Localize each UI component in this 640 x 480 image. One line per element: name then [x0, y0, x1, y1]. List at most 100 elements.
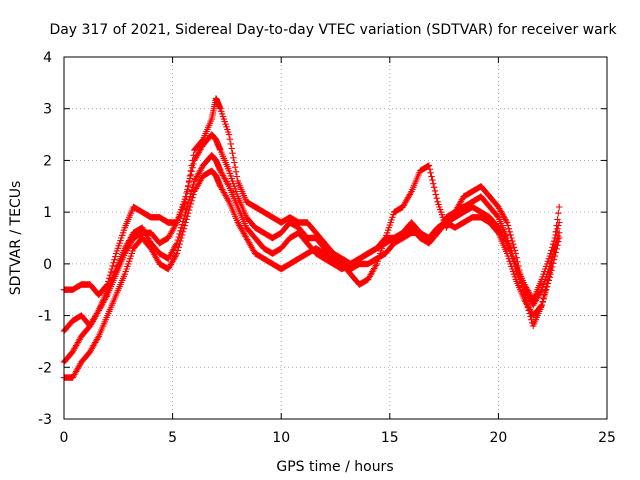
data-point: [177, 227, 184, 234]
y-tick-label: -3: [38, 412, 52, 428]
data-point: [176, 230, 183, 238]
data-point: [110, 259, 117, 266]
data-point: [184, 188, 191, 195]
data-point: [517, 275, 525, 282]
data-point: [225, 131, 233, 138]
data-point: [172, 241, 180, 248]
data-point: [189, 184, 196, 191]
x-tick-label: 10: [272, 430, 290, 446]
data-point: [190, 181, 197, 188]
data-point: [186, 172, 194, 180]
series-track-a: [60, 167, 563, 381]
data-point: [510, 244, 518, 251]
data-point: [94, 334, 102, 341]
data-point: [175, 233, 182, 241]
data-point: [521, 291, 528, 299]
data-point: [109, 262, 116, 270]
data-point: [432, 191, 439, 198]
data-point: [542, 287, 549, 294]
data-point: [539, 298, 546, 305]
x-tick-label: 25: [598, 430, 616, 446]
data-point: [549, 253, 556, 260]
data-point: [185, 177, 193, 185]
data-point: [553, 222, 560, 229]
y-tick-label: -2: [38, 360, 52, 376]
data-point: [525, 307, 532, 314]
data-point: [230, 154, 237, 161]
data-point: [182, 198, 189, 205]
y-tick-label: 4: [43, 50, 52, 66]
data-point: [510, 241, 517, 248]
y-tick-label: 3: [43, 102, 52, 118]
x-tick-label: 0: [60, 430, 69, 446]
data-point: [407, 189, 414, 197]
data-point: [190, 191, 197, 198]
data-point: [552, 228, 559, 235]
data-point: [505, 225, 512, 232]
data-point: [106, 275, 113, 282]
data-point: [189, 157, 196, 164]
data-point: [226, 136, 234, 143]
data-point: [106, 272, 114, 279]
y-tick-label: 1: [43, 205, 52, 221]
data-point: [516, 271, 524, 278]
data-point: [430, 180, 437, 187]
data-point: [427, 169, 434, 176]
data-point: [107, 268, 115, 276]
data-point: [544, 276, 552, 284]
data-point: [108, 265, 115, 273]
data-point: [549, 247, 557, 254]
data-point: [174, 236, 181, 244]
x-tick-label: 15: [381, 430, 399, 446]
data-point: [512, 250, 519, 257]
data-point: [506, 228, 513, 235]
y-axis-label: SDTVAR / TECUs: [8, 181, 24, 296]
data-point: [540, 294, 547, 302]
data-point: [508, 234, 515, 242]
data-point: [429, 176, 436, 184]
data-point: [183, 193, 190, 200]
data-point: [179, 218, 187, 225]
data-point: [228, 145, 235, 152]
data-point: [509, 237, 516, 245]
data-point: [523, 301, 531, 308]
data-point: [425, 162, 433, 169]
data-point: [507, 231, 514, 239]
data-point: [372, 262, 380, 269]
data-point: [515, 262, 522, 270]
data-point: [232, 168, 240, 175]
series-track-c: [60, 131, 563, 335]
data-point: [514, 258, 521, 265]
data-point: [518, 279, 526, 286]
series-track-b: [60, 152, 563, 366]
data-point: [103, 282, 110, 289]
data-point: [173, 250, 181, 257]
data-point: [227, 140, 234, 148]
data-point: [522, 294, 529, 302]
data-point: [551, 234, 559, 242]
axis-ticks: 0 5 10 15 20 25 -3 -2 -1 0 1 2 3 4: [38, 50, 616, 446]
data-point: [543, 280, 551, 287]
data-point: [431, 187, 439, 195]
x-tick-label: 5: [168, 430, 177, 446]
y-tick-label: -1: [38, 309, 52, 325]
data-point: [548, 259, 555, 266]
data-point: [190, 152, 197, 159]
series-track-d: [60, 95, 563, 330]
data-point: [178, 224, 185, 231]
data-point: [516, 266, 523, 274]
plot-frame: [63, 56, 608, 420]
y-tick-label: 2: [43, 153, 52, 169]
data-point: [188, 162, 195, 169]
data-point: [511, 247, 519, 254]
data-point: [188, 187, 195, 194]
data-point: [179, 221, 186, 228]
data-point: [523, 297, 530, 305]
data-point: [426, 166, 433, 173]
data-point: [538, 302, 545, 309]
data-point: [428, 173, 435, 180]
data-points: [60, 95, 563, 381]
x-tick-label: 20: [489, 430, 507, 446]
chart-title: Day 317 of 2021, Sidereal Day-to-day VTE…: [49, 22, 617, 38]
